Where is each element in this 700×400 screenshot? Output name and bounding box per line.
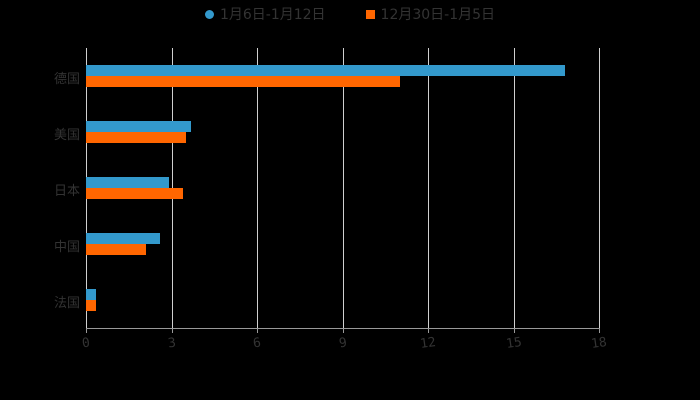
x-tick-label: 9 — [337, 335, 348, 352]
x-tick-label: 3 — [166, 335, 177, 352]
x-tick — [513, 328, 515, 333]
bar-series-1[interactable] — [86, 289, 96, 300]
category-label: 法国 — [53, 296, 80, 311]
legend-item-series-2[interactable]: 12月30日-1月5日 — [365, 4, 496, 24]
bar-series-1[interactable] — [86, 233, 161, 244]
x-tick — [257, 328, 258, 333]
bar-series-2[interactable] — [86, 300, 96, 311]
category-label: 中国 — [53, 240, 80, 255]
x-tick-label: 12 — [419, 334, 437, 353]
chart-legend: 1月6日-1月12日 12月30日-1月5日 — [0, 4, 700, 24]
gridline — [342, 48, 344, 328]
bar-series-2[interactable] — [86, 76, 400, 87]
gridline — [599, 48, 600, 328]
x-tick-label: 0 — [81, 335, 91, 352]
gridline — [428, 48, 429, 328]
bar-series-2[interactable] — [86, 244, 146, 255]
legend-label-series-1: 1月6日-1月12日 — [219, 7, 326, 23]
legend-swatch-orange-icon — [365, 9, 375, 19]
category-label: 日本 — [53, 184, 80, 199]
legend-item-series-1[interactable]: 1月6日-1月12日 — [204, 4, 326, 24]
bar-series-1[interactable] — [86, 65, 565, 76]
bar-series-1[interactable] — [86, 177, 169, 188]
x-tick — [428, 328, 429, 333]
category-label: 美国 — [53, 128, 80, 143]
gridline — [257, 48, 258, 328]
bar-series-2[interactable] — [86, 132, 186, 143]
bar-series-2[interactable] — [86, 188, 183, 199]
legend-label-series-2: 12月30日-1月5日 — [380, 7, 496, 23]
x-tick-label: 18 — [590, 334, 608, 353]
x-tick — [86, 328, 87, 333]
x-tick — [342, 328, 344, 333]
x-tick — [171, 328, 173, 333]
x-tick-label: 6 — [252, 335, 262, 352]
gridline — [513, 48, 515, 328]
x-tick-label: 15 — [504, 334, 523, 353]
legend-swatch-blue-icon — [204, 9, 214, 19]
category-label: 德国 — [53, 72, 80, 87]
x-tick — [599, 328, 600, 333]
bar-series-1[interactable] — [86, 121, 192, 132]
